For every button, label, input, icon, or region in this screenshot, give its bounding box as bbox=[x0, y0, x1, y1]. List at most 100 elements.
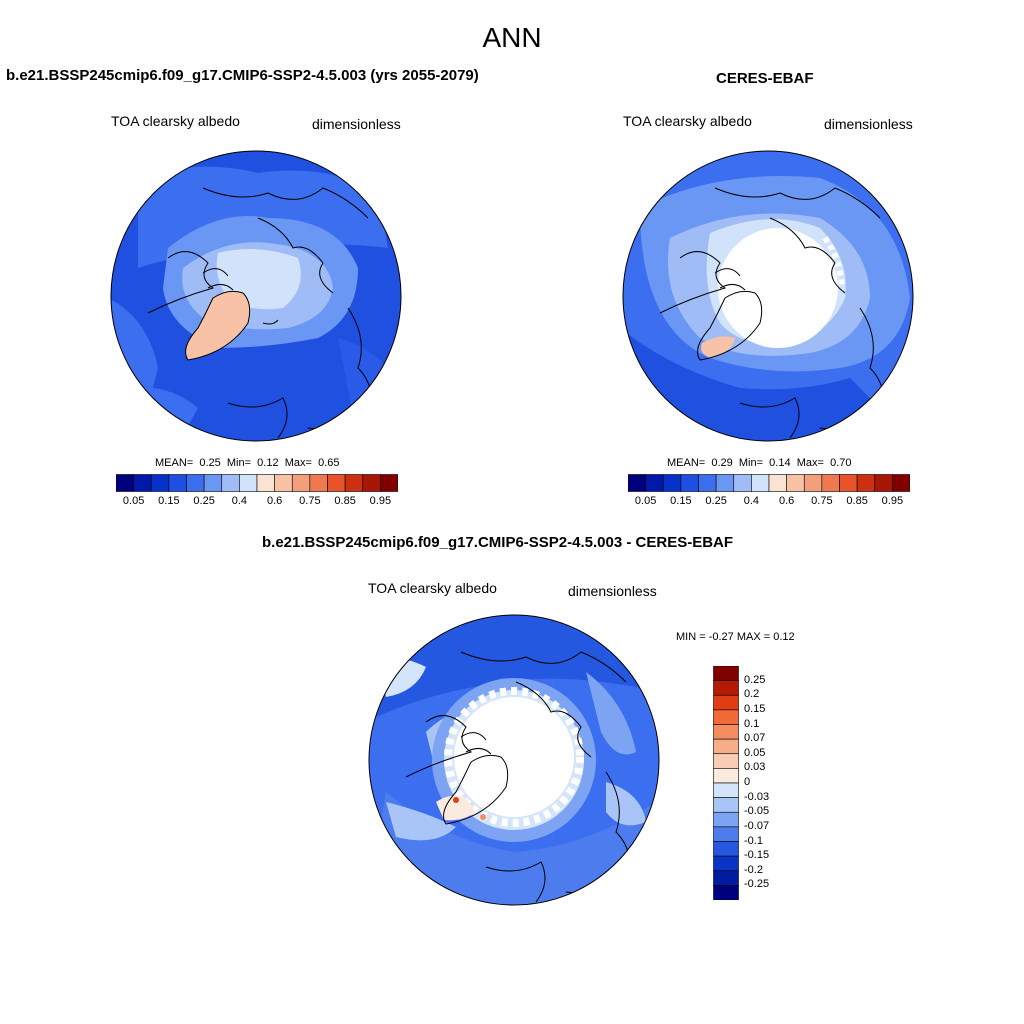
colorbar-tick-label: 0.95 bbox=[369, 495, 392, 507]
colorbar-tick-label: -0.03 bbox=[744, 790, 770, 803]
colorbar-swatch bbox=[713, 680, 739, 696]
figure-title: ANN bbox=[482, 22, 542, 53]
colorbar-swatch bbox=[256, 474, 275, 492]
panel2-units-label: dimensionless bbox=[824, 116, 913, 132]
colorbar-tick-label: -0.15 bbox=[744, 849, 770, 862]
colorbar-swatch bbox=[892, 474, 910, 492]
panel2-max-label: Max= bbox=[796, 457, 824, 469]
panel1-max-value: 0.65 bbox=[318, 457, 340, 469]
panel2-title: CERES-EBAF bbox=[716, 70, 814, 87]
panel3-colorbar-ticks: 0.25 0.2 0.15 0.1 0.07 0.05 0.03 0 -0.03 -0.05 -0.… bbox=[743, 666, 793, 900]
panel2-min-value: 0.14 bbox=[769, 457, 791, 469]
colorbar-swatch bbox=[662, 474, 682, 492]
colorbar-swatch bbox=[628, 474, 646, 492]
colorbar-tick-label: 0 bbox=[744, 776, 751, 788]
colorbar-swatch bbox=[344, 474, 364, 492]
colorbar-tick-label: 0.95 bbox=[881, 495, 904, 507]
colorbar-tick-label: 0.75 bbox=[811, 495, 833, 507]
panel1-polar-map bbox=[110, 150, 402, 442]
panel2-variable-label: TOA clearsky albedo bbox=[623, 113, 752, 129]
panel2-colorbar-ticks: 0.05 0.15 0.25 0.4 0.6 0.75 0.85 0.95 bbox=[628, 494, 910, 510]
colorbar-swatch bbox=[380, 474, 398, 492]
colorbar-swatch bbox=[645, 474, 664, 492]
colorbar-swatch bbox=[821, 474, 840, 492]
colorbar-tick-label: -0.05 bbox=[744, 805, 770, 818]
panel2-colorbar bbox=[628, 474, 910, 492]
colorbar-tick-label: -0.07 bbox=[744, 819, 770, 832]
colorbar-tick-label: -0.25 bbox=[744, 878, 770, 891]
panel2-mean-value: 0.29 bbox=[711, 457, 733, 469]
colorbar-swatch bbox=[680, 474, 699, 492]
colorbar-swatch bbox=[713, 782, 739, 798]
colorbar-swatch bbox=[713, 753, 739, 769]
colorbar-swatch bbox=[362, 474, 381, 492]
colorbar-swatch bbox=[713, 885, 739, 900]
colorbar-swatch bbox=[839, 474, 858, 492]
colorbar-swatch bbox=[274, 474, 293, 492]
panel3-minmax: MIN = -0.27 MAX = 0.12 bbox=[676, 631, 795, 643]
colorbar-swatch bbox=[309, 474, 328, 492]
colorbar-swatch bbox=[733, 474, 752, 492]
panel3-colorbar bbox=[713, 666, 739, 900]
colorbar-tick-label: 0.05 bbox=[122, 495, 145, 507]
colorbar-tick-label: 0.6 bbox=[266, 495, 283, 507]
colorbar-swatch bbox=[803, 474, 823, 492]
colorbar-tick-label: 0.15 bbox=[744, 702, 766, 715]
colorbar-swatch bbox=[713, 724, 739, 740]
panel1-units-label: dimensionless bbox=[312, 116, 401, 132]
panel1-title: b.e21.BSSP245cmip6.f09_g17.CMIP6-SSP2-4.… bbox=[6, 67, 479, 84]
colorbar-tick-label: 0.03 bbox=[744, 761, 766, 774]
colorbar-tick-label: 0.25 bbox=[705, 495, 727, 507]
panel2-polar-map bbox=[622, 150, 914, 442]
colorbar-tick-label: 0.05 bbox=[744, 746, 766, 759]
colorbar-swatch bbox=[786, 474, 805, 492]
panel1-colorbar-ticks: 0.05 0.15 0.25 0.4 0.6 0.75 0.85 0.95 bbox=[116, 494, 398, 510]
panel1-variable-label: TOA clearsky albedo bbox=[111, 113, 240, 129]
panel2-mean-label: MEAN= bbox=[667, 457, 706, 469]
panel3-units-label: dimensionless bbox=[568, 583, 657, 599]
panel2-stats: MEAN= 0.29 Min= 0.14 Max= 0.70 bbox=[667, 457, 851, 469]
colorbar-tick-label: 0.15 bbox=[158, 495, 180, 507]
colorbar-swatch bbox=[327, 474, 346, 492]
panel2-min-label: Min= bbox=[738, 457, 764, 469]
panel2-max-value: 0.70 bbox=[830, 457, 852, 469]
colorbar-tick-label: 0.6 bbox=[778, 495, 795, 507]
colorbar-swatch bbox=[713, 709, 739, 725]
colorbar-swatch bbox=[751, 474, 770, 492]
colorbar-tick-label: 0.4 bbox=[743, 495, 760, 507]
colorbar-swatch bbox=[856, 474, 876, 492]
panel1-stats: MEAN= 0.25 Min= 0.12 Max= 0.65 bbox=[155, 457, 339, 469]
colorbar-swatch bbox=[715, 474, 735, 492]
colorbar-swatch bbox=[713, 826, 739, 842]
colorbar-tick-label: 0.1 bbox=[744, 717, 760, 730]
colorbar-swatch bbox=[713, 841, 739, 857]
colorbar-swatch bbox=[713, 855, 739, 872]
colorbar-tick-label: 0.25 bbox=[193, 495, 215, 507]
panel1-min-value: 0.12 bbox=[257, 457, 279, 469]
colorbar-tick-label: -0.1 bbox=[744, 834, 763, 847]
colorbar-swatch bbox=[713, 870, 739, 886]
colorbar-tick-label: 0.75 bbox=[299, 495, 321, 507]
colorbar-swatch bbox=[768, 474, 787, 492]
panel1-colorbar bbox=[116, 474, 398, 492]
colorbar-swatch bbox=[186, 474, 205, 492]
panel1-max-label: Max= bbox=[284, 457, 312, 469]
colorbar-swatch bbox=[150, 474, 170, 492]
panel3-polar-map bbox=[368, 614, 660, 906]
colorbar-swatch bbox=[133, 474, 152, 492]
colorbar-tick-label: 0.05 bbox=[634, 495, 657, 507]
colorbar-swatch bbox=[713, 797, 739, 813]
colorbar-swatch bbox=[291, 474, 311, 492]
colorbar-swatch bbox=[713, 666, 739, 681]
colorbar-swatch bbox=[221, 474, 240, 492]
colorbar-swatch bbox=[168, 474, 187, 492]
colorbar-tick-label: -0.2 bbox=[744, 863, 763, 876]
colorbar-swatch bbox=[713, 768, 739, 784]
colorbar-swatch bbox=[713, 738, 739, 755]
colorbar-tick-label: 0.2 bbox=[744, 688, 760, 701]
colorbar-swatch bbox=[698, 474, 717, 492]
colorbar-tick-label: 0.25 bbox=[744, 673, 766, 686]
colorbar-swatch bbox=[203, 474, 223, 492]
colorbar-swatch bbox=[713, 694, 739, 711]
colorbar-tick-label: 0.85 bbox=[846, 495, 868, 507]
